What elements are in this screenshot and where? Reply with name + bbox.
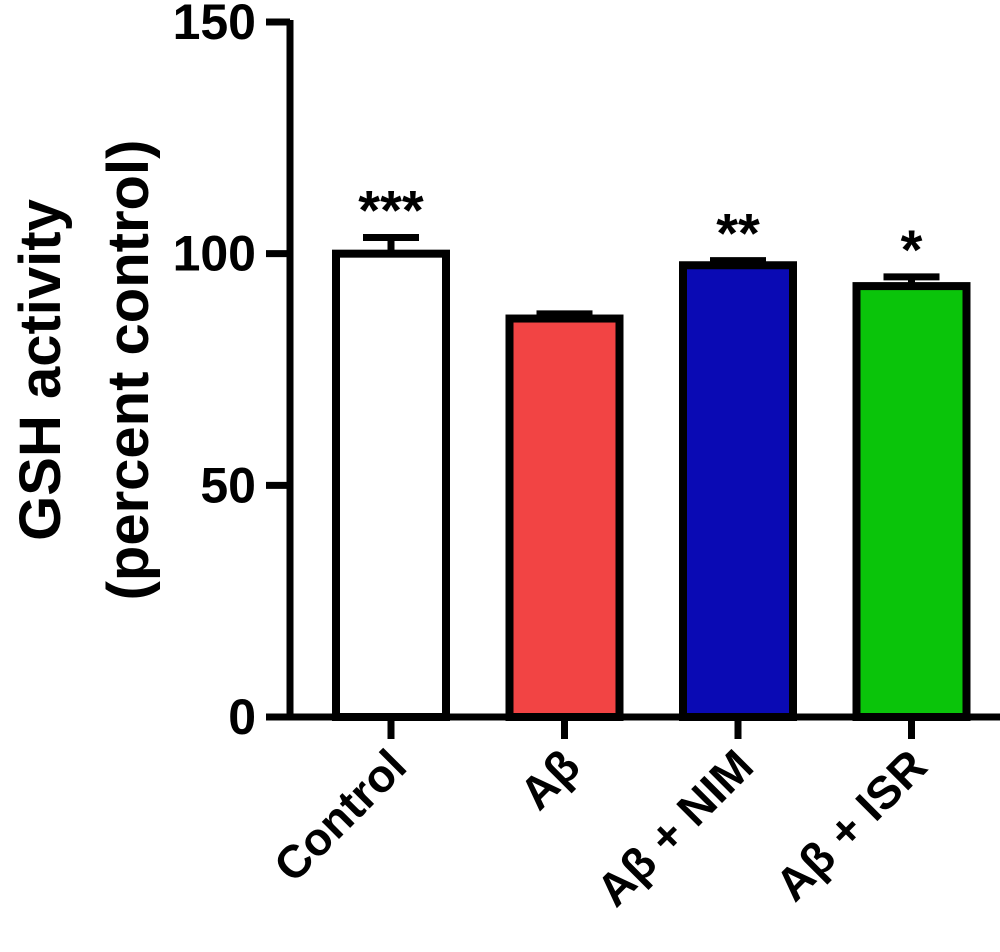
bar bbox=[852, 282, 971, 721]
x-category-label: Control bbox=[264, 739, 416, 891]
bar bbox=[505, 314, 624, 721]
x-category-label: Aβ bbox=[509, 739, 589, 819]
bar bbox=[679, 261, 797, 721]
y-tick-label: 50 bbox=[200, 457, 256, 513]
significance-label: ** bbox=[716, 202, 760, 265]
significance-label: * bbox=[901, 218, 923, 281]
y-tick-label: 150 bbox=[173, 0, 256, 50]
x-category-label: Aβ + NIM bbox=[586, 739, 763, 916]
y-axis-title-line2: (percent control) bbox=[96, 140, 161, 601]
y-tick-label: 100 bbox=[173, 226, 256, 282]
x-category-label: Aβ + ISR bbox=[765, 739, 936, 910]
bar bbox=[332, 249, 450, 722]
significance-label: *** bbox=[358, 178, 424, 241]
y-tick-label: 0 bbox=[228, 689, 256, 745]
y-axis-title-line1: GSH activity bbox=[8, 199, 73, 541]
